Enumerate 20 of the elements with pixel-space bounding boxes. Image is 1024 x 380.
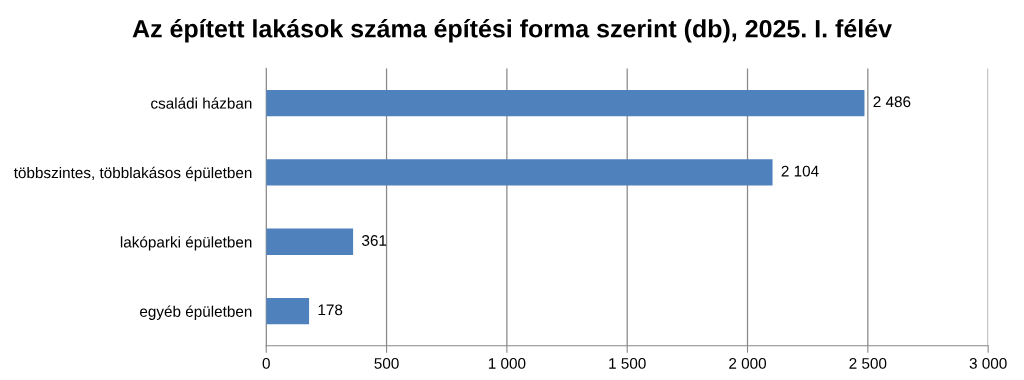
y-tick-label: lakóparki épületben [120, 236, 252, 251]
x-tick-label: 0 [262, 358, 270, 369]
chart-title: Az épített lakások száma építési forma szerint (db), 2025. I. félév [132, 19, 892, 43]
data-label: 2 486 [873, 96, 911, 108]
bar [266, 297, 310, 325]
x-tick-label: 3 000 [969, 358, 1007, 369]
bar [266, 159, 773, 186]
x-tick-label: 1 000 [488, 358, 526, 369]
y-tick-label: többszintes, többlakásos épületben [13, 166, 252, 182]
x-tick-label: 2 500 [849, 358, 887, 369]
y-tick-label: egyéb épületben [140, 305, 252, 320]
x-tick-label: 1 500 [609, 358, 646, 369]
x-tick-label: 2 000 [729, 358, 767, 369]
data-label: 178 [318, 304, 343, 316]
data-label: 2 104 [781, 165, 819, 177]
bar [266, 89, 865, 117]
y-tick-label: családi házban [151, 97, 252, 109]
data-label: 361 [362, 235, 387, 246]
bar [266, 228, 354, 255]
x-tick-label: 500 [374, 358, 399, 369]
